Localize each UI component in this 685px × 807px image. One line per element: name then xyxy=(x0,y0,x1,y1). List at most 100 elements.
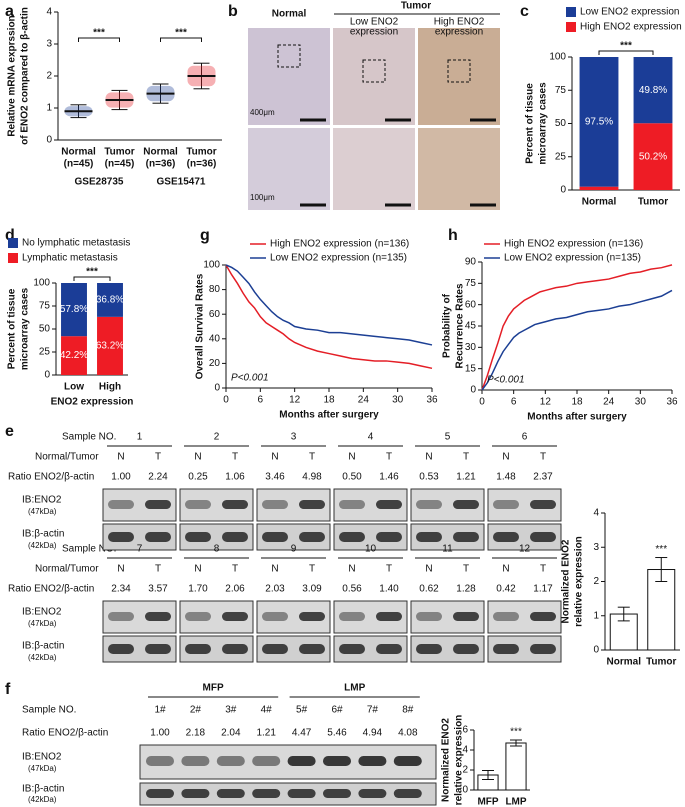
blot-band xyxy=(323,789,351,798)
row-label: IB:ENO2 xyxy=(22,495,62,506)
y-tick-label: 100 xyxy=(33,278,50,289)
value-label: 63.2% xyxy=(96,341,124,352)
y-tick-label: 60 xyxy=(209,309,221,320)
x-tick-label: 18 xyxy=(571,397,583,408)
y-tick-label: 50 xyxy=(39,324,51,335)
y-tick-label: 40 xyxy=(209,333,221,344)
blot-band xyxy=(185,644,211,654)
row-label: IB:β-actin xyxy=(22,784,64,795)
lane-label: N xyxy=(194,452,201,463)
bar-segment xyxy=(579,57,619,187)
legend-label: Lymphatic metastasis xyxy=(22,253,118,264)
y-tick-label: 90 xyxy=(465,257,477,268)
blot-band xyxy=(339,500,365,509)
group-label: GSE28735 xyxy=(75,177,124,188)
row-label: Normal/Tumor xyxy=(35,564,99,575)
value-label: 50.2% xyxy=(639,151,667,162)
x-tick-label: Tumor xyxy=(638,197,668,208)
y-tick-label: 60 xyxy=(465,299,477,310)
x-tick-sublabel: (n=36) xyxy=(146,159,176,170)
survival-curve xyxy=(481,264,673,391)
lane-label: T xyxy=(232,564,238,575)
y-tick-label: 4 xyxy=(462,745,468,756)
blot-band xyxy=(185,532,211,542)
blot-band xyxy=(216,789,245,798)
lane-label: T xyxy=(232,452,238,463)
lane-label: N xyxy=(502,564,509,575)
sample-label: 12 xyxy=(519,544,531,555)
lane-label: T xyxy=(309,452,315,463)
panel-letter: c xyxy=(520,3,529,20)
lane-label: N xyxy=(425,452,432,463)
x-tick-label: 12 xyxy=(289,395,301,406)
zoom-box xyxy=(362,59,386,83)
y-tick-label: 20 xyxy=(209,358,221,369)
ratio-label: 4.47 xyxy=(292,728,312,739)
blot-band xyxy=(287,756,316,766)
ratio-label: 1.00 xyxy=(111,472,131,483)
y-axis-title: Percent of tissue xyxy=(7,288,18,369)
ratio-label: 0.25 xyxy=(188,472,208,483)
sample-label: 1# xyxy=(154,705,166,716)
blot-band xyxy=(299,532,325,542)
blot-band xyxy=(453,612,479,621)
ihc-image-low-mag xyxy=(248,28,330,125)
row-label: (47kDa) xyxy=(28,619,57,628)
ratio-label: 5.46 xyxy=(327,728,347,739)
blot-band xyxy=(299,612,325,621)
zoom-box xyxy=(277,44,301,68)
x-tick-label: 36 xyxy=(666,397,678,408)
blot-band xyxy=(493,500,519,509)
annotation: P<0.001 xyxy=(231,373,269,384)
ratio-label: 1.46 xyxy=(379,472,399,483)
row-label: IB:β-actin xyxy=(22,641,64,652)
lane-label: T xyxy=(386,564,392,575)
ratio-label: 0.53 xyxy=(419,472,439,483)
x-tick-label: 0 xyxy=(479,397,485,408)
blot-band xyxy=(252,756,281,766)
ratio-label: 1.48 xyxy=(496,472,516,483)
x-tick-sublabel: (n=36) xyxy=(187,159,217,170)
blot-band xyxy=(145,612,171,621)
row-label: IB:ENO2 xyxy=(22,607,62,618)
ratio-label: 1.28 xyxy=(456,584,476,595)
x-tick-label: Normal xyxy=(582,197,617,208)
row-label: (42kDa) xyxy=(28,653,57,662)
significance: *** xyxy=(175,28,187,39)
bar-segment xyxy=(61,283,87,337)
sample-label: 2# xyxy=(190,705,202,716)
blot-band xyxy=(530,532,556,542)
bar-segment xyxy=(97,283,123,317)
ratio-label: 2.24 xyxy=(148,472,168,483)
lane-label: N xyxy=(271,564,278,575)
ratio-label: 1.70 xyxy=(188,584,208,595)
blot-band xyxy=(493,644,519,654)
bar-segment xyxy=(97,316,123,375)
y-tick-label: 4 xyxy=(593,508,599,519)
row-label: (42kDa) xyxy=(28,541,57,550)
blot-eno2 xyxy=(102,600,177,634)
bar xyxy=(647,569,676,651)
row-label: Sample NO. xyxy=(62,544,116,555)
y-axis-title: Normalized ENO2 xyxy=(441,718,452,802)
blot-band xyxy=(393,756,422,766)
sample-label: 7 xyxy=(137,544,143,555)
y-tick-label: 0 xyxy=(462,785,468,796)
x-tick-label: Tumor xyxy=(186,147,216,158)
x-axis-title: ENO2 expression xyxy=(51,397,134,408)
y-tick-label: 0 xyxy=(214,383,220,394)
ratio-label: 2.34 xyxy=(111,584,131,595)
value-label: 57.8% xyxy=(60,304,88,315)
panel-letter: f xyxy=(5,681,11,698)
survival-curve xyxy=(225,264,433,346)
row-label: Ratio ENO2/β-actin xyxy=(22,728,108,739)
ihc-image-high-mag xyxy=(333,128,415,210)
lane-label: T xyxy=(540,564,546,575)
blot-band xyxy=(339,612,365,621)
ihc-image-low-mag xyxy=(333,28,415,125)
x-tick-label: Tumor xyxy=(104,147,134,158)
blot-band xyxy=(222,500,248,509)
sample-label: 5# xyxy=(296,705,308,716)
y-tick-label: 2 xyxy=(593,576,599,587)
